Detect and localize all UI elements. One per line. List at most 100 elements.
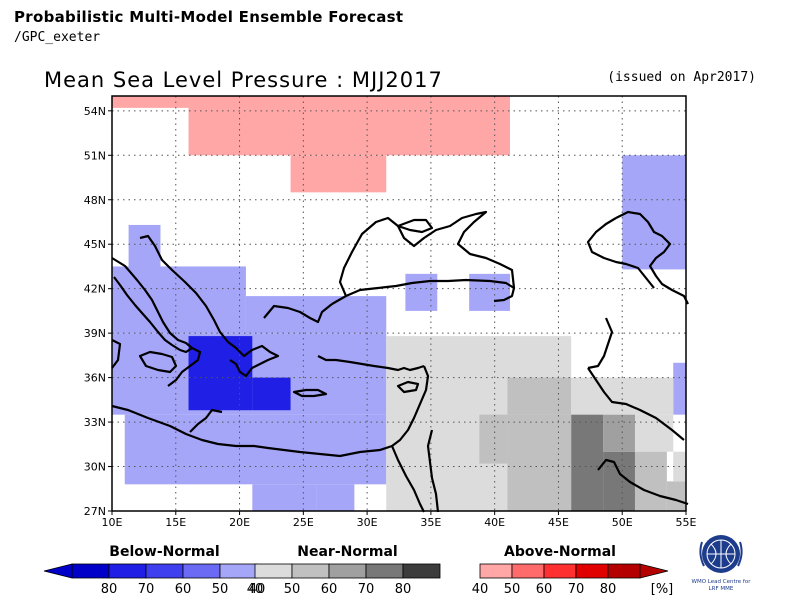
lat-tick-label: 42N [84, 283, 106, 296]
coastline-iran-west [587, 317, 614, 370]
coastline-greece [227, 341, 280, 378]
coastlines [111, 210, 689, 513]
coastline-black-sea-north [338, 210, 516, 297]
logo-line1: WMO Lead Centre for [692, 579, 752, 585]
prob-cell [603, 414, 635, 452]
lat-tick-label: 48N [84, 194, 106, 207]
lon-tick-label: 40E [484, 516, 505, 529]
coastline-italy [111, 257, 194, 354]
prob-cell [405, 273, 438, 311]
prob-cell [245, 296, 387, 334]
coastline-sardinia [111, 339, 122, 369]
prob-cell [634, 414, 674, 452]
coastline-adriatic-east [139, 234, 229, 343]
prob-cell [666, 481, 686, 511]
near-normal-tick: 50 [284, 582, 301, 597]
lon-tick-label: 50E [612, 516, 633, 529]
coastline-crimea [396, 218, 434, 234]
longitude-labels: 10E 15E 20E 25E 30E 35E 40E 45E 50E 55E [102, 511, 697, 529]
map-frame [111, 95, 687, 512]
coastline-italy-heel [167, 347, 202, 387]
above-normal-swatch [607, 563, 641, 579]
prob-cell [316, 484, 355, 511]
below-normal-swatch [108, 563, 147, 579]
near-normal-swatch [328, 563, 367, 579]
lat-tick-label: 33N [84, 416, 106, 429]
coastline-aegean-north [263, 303, 333, 324]
above-normal-swatch [511, 563, 545, 579]
below-normal-label: Below-Normal [109, 544, 219, 560]
wmo-logo: WMO Lead Centre for LRF MME [692, 535, 752, 592]
source-label: /GPC_exeter [14, 30, 101, 45]
latitude-labels: 54N 51N 48N 45N 42N 39N 36N 33N 30N 27N [84, 105, 112, 518]
coastline-persian-gulf [587, 367, 685, 441]
below-normal-tick: 50 [212, 582, 229, 597]
above-normal-swatch [479, 563, 513, 579]
above-normal-tick: 40 [472, 582, 489, 597]
prob-cell [112, 96, 189, 108]
coastline-persian-gulf-south [597, 458, 689, 506]
lon-tick-label: 45E [548, 516, 569, 529]
prob-cell [479, 414, 508, 464]
lat-tick-label: 36N [84, 372, 106, 385]
coastline-caspian-west [586, 217, 655, 289]
below-normal-tick: 70 [138, 582, 155, 597]
near-normal-tick: 40 [247, 582, 264, 597]
lat-tick-label: 39N [84, 327, 106, 340]
prob-cell [571, 377, 674, 415]
prob-cell [252, 484, 317, 511]
logo-line2: LRF MME [709, 586, 734, 592]
lon-tick-label: 35E [420, 516, 441, 529]
near-normal-swatch [365, 563, 404, 579]
prob-cell [252, 377, 291, 411]
probability-cells [112, 96, 686, 511]
lon-tick-label: 55E [676, 516, 697, 529]
lon-tick-label: 20E [229, 516, 250, 529]
legend: Below-Normal 80 70 60 50 40 Near-Normal 40 50 60 7… [43, 544, 674, 597]
prob-cell [634, 451, 667, 511]
lat-tick-label: 54N [84, 105, 106, 118]
near-normal-tick: 70 [358, 582, 375, 597]
prob-cell [124, 414, 387, 485]
prob-cell [673, 362, 686, 415]
legend-unit: [%] [651, 582, 674, 597]
gridlines [112, 96, 686, 511]
lat-tick-label: 51N [84, 149, 106, 162]
above-normal-tick: 60 [536, 582, 553, 597]
above-normal-tick: 50 [504, 582, 521, 597]
above-normal-label: Above-Normal [504, 544, 616, 560]
coastline-sicily [138, 350, 178, 374]
prob-cell [188, 96, 510, 156]
coastline-red-sea-east [426, 429, 440, 513]
coastline-north-africa [111, 404, 393, 458]
below-normal-tick: 60 [175, 582, 192, 597]
prob-cell [290, 155, 387, 193]
near-normal-swatch [291, 563, 330, 579]
near-normal-tick: 80 [395, 582, 412, 597]
near-normal-swatch [254, 563, 293, 579]
below-normal-arrow [43, 563, 73, 579]
lon-tick-label: 30E [357, 516, 378, 529]
near-normal-label: Near-Normal [297, 544, 397, 560]
prob-cell [507, 414, 572, 511]
above-normal-tick: 70 [568, 582, 585, 597]
near-normal-tick: 60 [321, 582, 338, 597]
coastline-crete [292, 388, 328, 398]
below-normal-swatch [219, 563, 258, 579]
below-normal-swatch [182, 563, 221, 579]
prob-cell [571, 414, 604, 511]
coastline-libya-gulf [189, 408, 223, 433]
below-normal-tick: 80 [101, 582, 118, 597]
lon-tick-label: 10E [102, 516, 123, 529]
lon-tick-label: 25E [293, 516, 314, 529]
lat-tick-label: 27N [84, 505, 106, 518]
lat-tick-label: 45N [84, 238, 106, 251]
coastline-turkey-south [317, 355, 425, 372]
above-normal-swatch [543, 563, 577, 579]
below-normal-swatch [145, 563, 184, 579]
lon-tick-label: 15E [165, 516, 186, 529]
coastline-levant [391, 365, 430, 447]
below-normal-swatch [71, 563, 110, 579]
above-normal-swatch [575, 563, 609, 579]
